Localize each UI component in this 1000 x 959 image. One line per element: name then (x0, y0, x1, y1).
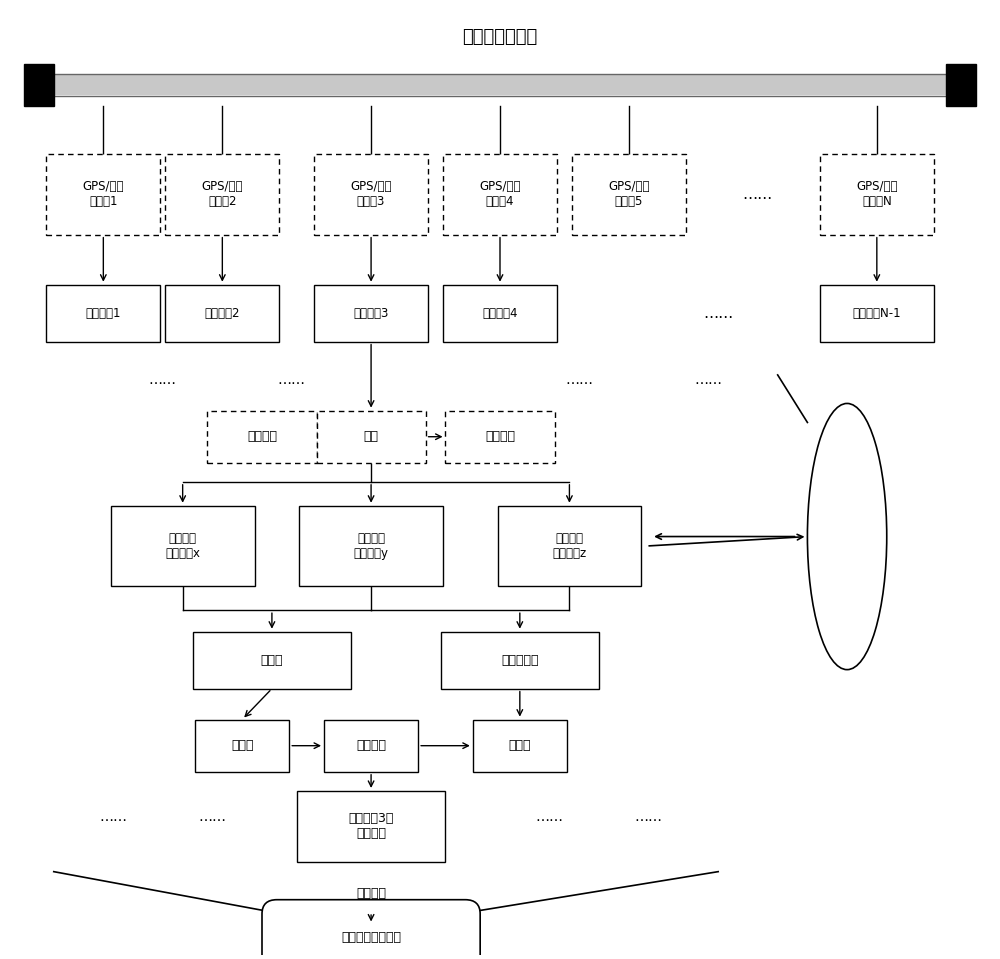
Text: GPS/深度
传感器2: GPS/深度 传感器2 (202, 180, 243, 208)
Text: 分段导线1: 分段导线1 (86, 307, 121, 319)
Bar (324, 719, 418, 772)
Text: ……: …… (635, 810, 663, 824)
Text: ……: …… (99, 810, 127, 824)
Text: GPS/深度
传感器N: GPS/深度 传感器N (856, 180, 898, 208)
Text: 矢量叠加: 矢量叠加 (356, 886, 386, 900)
Bar (46, 285, 160, 341)
Text: 分段导线2: 分段导线2 (205, 307, 240, 319)
Text: 垂直等效
电偶极子z: 垂直等效 电偶极子z (552, 532, 587, 560)
Bar (24, 64, 54, 105)
Text: ……: …… (536, 810, 564, 824)
Text: GPS/深度
传感器3: GPS/深度 传感器3 (350, 180, 392, 208)
Ellipse shape (807, 404, 887, 669)
Bar (473, 719, 567, 772)
Text: 分段导线N-1: 分段导线N-1 (853, 307, 901, 319)
Text: 背景场: 背景场 (231, 739, 253, 752)
Text: 坐标变换: 坐标变换 (485, 431, 515, 443)
Bar (111, 505, 255, 587)
Bar (946, 64, 976, 105)
Text: 解析法: 解析法 (261, 654, 283, 667)
Bar (46, 153, 160, 235)
Text: 欧拉旋转: 欧拉旋转 (247, 431, 277, 443)
Bar (299, 505, 443, 587)
Text: ……: …… (703, 306, 733, 320)
Bar (498, 505, 641, 587)
Bar (207, 410, 317, 463)
Bar (317, 410, 426, 463)
Text: 分段导线4: 分段导线4 (482, 307, 518, 319)
Bar (443, 153, 557, 235)
Bar (445, 410, 555, 463)
Bar (195, 719, 289, 772)
Bar (820, 153, 934, 235)
Bar (314, 285, 428, 341)
Text: 分段导线3的
电磁响应: 分段导线3的 电磁响应 (348, 812, 394, 840)
Text: GPS/深度
传感器5: GPS/深度 传感器5 (608, 180, 650, 208)
Text: 感应场: 感应场 (509, 739, 531, 752)
Text: 水平等效
电偶极子x: 水平等效 电偶极子x (165, 532, 200, 560)
Text: ……: …… (565, 373, 593, 386)
Bar (820, 285, 934, 341)
Bar (165, 285, 279, 341)
Bar (441, 632, 599, 689)
Text: 矢量叠加: 矢量叠加 (356, 739, 386, 752)
Text: ……: …… (278, 373, 306, 386)
Text: 分段导线3: 分段导线3 (353, 307, 389, 319)
Text: GPS/深度
传感器4: GPS/深度 传感器4 (479, 180, 521, 208)
Text: ……: …… (198, 810, 226, 824)
Text: ……: …… (694, 373, 722, 386)
Text: 分解: 分解 (364, 431, 379, 443)
Bar (34, 74, 966, 97)
Bar (572, 153, 686, 235)
Bar (193, 632, 351, 689)
Bar (297, 791, 445, 862)
Text: 层
状
各
向
异
性
地
质
模
型: 层 状 各 向 异 性 地 质 模 型 (844, 480, 850, 594)
Bar (165, 153, 279, 235)
Text: 发射源的电磁响应: 发射源的电磁响应 (341, 931, 401, 945)
Text: 有限体积法: 有限体积法 (501, 654, 539, 667)
Text: ……: …… (743, 187, 773, 201)
Text: 水平等效
电偶极子y: 水平等效 电偶极子y (354, 532, 389, 560)
Text: 电偶极子发射源: 电偶极子发射源 (462, 29, 538, 46)
FancyBboxPatch shape (262, 900, 480, 959)
Text: ……: …… (149, 373, 177, 386)
Bar (443, 285, 557, 341)
Text: GPS/深度
传感器1: GPS/深度 传感器1 (83, 180, 124, 208)
Bar (34, 76, 966, 95)
Bar (314, 153, 428, 235)
